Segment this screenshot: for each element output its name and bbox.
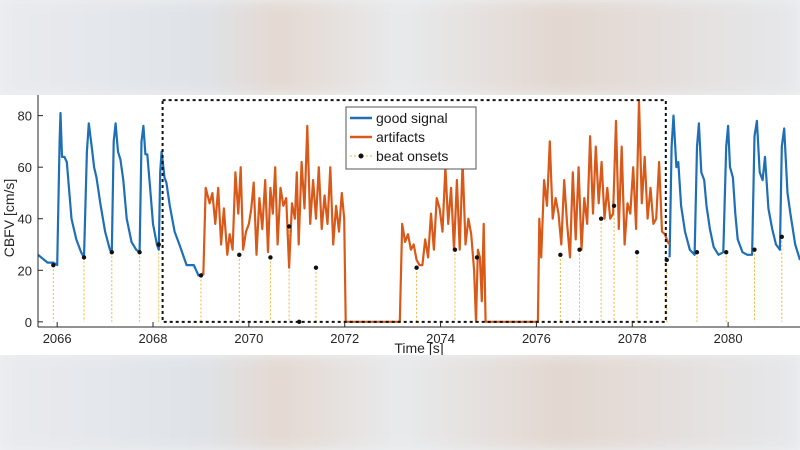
beat-onset-marker	[558, 252, 563, 258]
legend-good-signal-label: good signal	[376, 110, 448, 126]
x-tick-label: 2072	[330, 331, 359, 346]
x-tick-label: 2078	[618, 331, 647, 346]
cbfv-chart: 0 20 40 60 80 2066 2068 2070 2072 2074 2076 2078 208…	[1, 95, 800, 355]
y-tick-label: 0	[25, 315, 32, 330]
beat-onset-marker	[598, 216, 604, 221]
beat-onset-marker	[723, 250, 729, 255]
beat-onset-marker	[156, 242, 161, 247]
y-tick-label: 20	[18, 263, 32, 278]
beat-onset-marker	[752, 247, 757, 252]
beat-onset-marker	[414, 265, 419, 270]
x-tick-label: 2074	[426, 331, 455, 346]
blurred-background-bottom	[0, 355, 800, 450]
artifact-region-box	[161, 99, 667, 323]
onset-marker-layer	[51, 203, 784, 325]
beat-onset-marker	[237, 252, 242, 258]
legend-artifacts-label: artifacts	[376, 129, 425, 145]
chart-figure: 0 20 40 60 80 2066 2068 2070 2072 2074 2076 2078 208…	[0, 95, 800, 355]
series-line-artifacts	[202, 99, 671, 323]
x-tick-label: 2066	[43, 331, 72, 346]
legend-beat-onsets-marker	[358, 153, 364, 159]
beat-onset-marker	[474, 255, 480, 260]
beat-onset-layer	[52, 205, 783, 322]
y-tick-label: 80	[18, 109, 32, 124]
x-tick-label: 2076	[522, 331, 551, 346]
y-tick-label: 40	[18, 212, 32, 227]
beat-onset-marker	[286, 224, 292, 229]
beat-onset-marker	[296, 319, 302, 325]
beat-onset-marker	[81, 255, 87, 260]
series-layer	[38, 99, 800, 323]
beat-onset-marker	[779, 234, 784, 239]
legend: good signal artifacts beat onsets	[345, 106, 477, 170]
y-axis-label: CBFV [cm/s]	[1, 179, 17, 258]
beat-onset-marker	[137, 250, 142, 255]
x-tick-label: 2068	[139, 331, 168, 346]
beat-onset-marker	[694, 250, 700, 255]
legend-beat-onsets-label: beat onsets	[376, 148, 448, 164]
x-axis-label: Time [s]	[394, 340, 443, 355]
beat-onset-marker	[611, 203, 617, 209]
blurred-background-top	[0, 0, 800, 95]
beat-onset-marker	[452, 247, 458, 252]
beat-onset-marker	[198, 273, 204, 278]
beat-onset-marker	[634, 250, 640, 255]
beat-onset-marker	[109, 250, 115, 255]
beat-onset-marker	[51, 262, 56, 268]
beat-onset-marker	[577, 247, 582, 252]
beat-onset-marker	[313, 265, 319, 270]
y-tick-label: 60	[18, 160, 32, 175]
axes: 0 20 40 60 80 2066 2068 2070 2072 2074 2076 2078 208…	[18, 95, 800, 346]
x-tick-label: 2080	[714, 331, 743, 346]
series-line-good-signal	[38, 111, 800, 277]
x-tick-label: 2070	[234, 331, 263, 346]
beat-onset-marker	[268, 255, 273, 260]
